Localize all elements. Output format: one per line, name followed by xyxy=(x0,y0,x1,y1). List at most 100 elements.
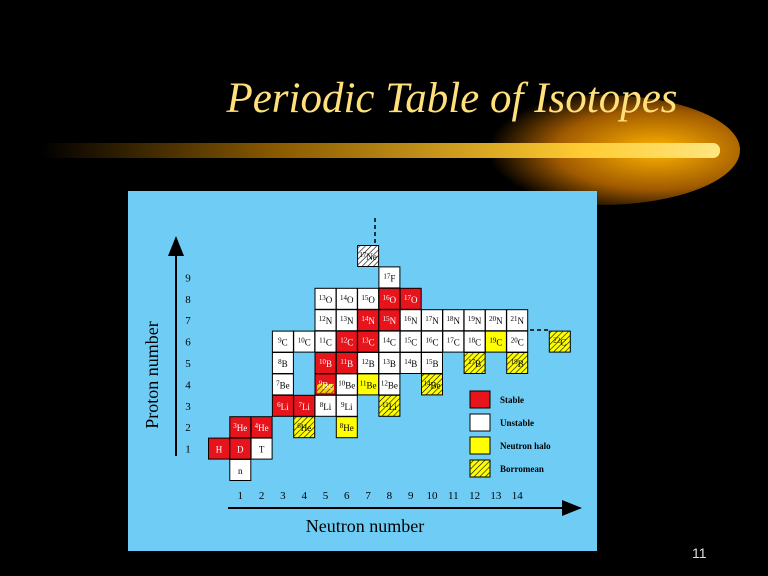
element-symbol: B xyxy=(390,359,396,369)
element-symbol: Li xyxy=(345,402,353,412)
mass-number: 12 xyxy=(381,379,389,387)
element-symbol: O xyxy=(368,295,375,305)
y-tick-label: 6 xyxy=(185,337,191,349)
element-symbol: C xyxy=(390,338,396,348)
element-symbol: O xyxy=(411,295,418,305)
mass-number: 12 xyxy=(340,337,348,345)
isotope-label: 15N xyxy=(383,315,397,326)
isotope-label: H xyxy=(216,445,223,455)
isotope-label: 19B xyxy=(511,358,524,369)
mass-number: 14 xyxy=(361,315,369,323)
element-symbol: C xyxy=(475,338,481,348)
element-symbol: B xyxy=(326,359,332,369)
mass-number: 14 xyxy=(404,358,412,366)
element-symbol: O xyxy=(326,295,333,305)
isotope-label: 14B xyxy=(404,358,417,369)
mass-number: 13 xyxy=(362,337,370,345)
isotope-label: 12C xyxy=(340,337,353,348)
mass-number: 8 xyxy=(320,401,324,409)
x-axis-label: Neutron number xyxy=(306,516,424,536)
element-symbol: C xyxy=(496,338,502,348)
x-tick-label: 13 xyxy=(490,490,502,502)
element-symbol: Li xyxy=(323,402,331,412)
element-symbol: N xyxy=(475,316,482,326)
y-tick-label: 1 xyxy=(185,444,191,456)
element-symbol: B xyxy=(411,359,417,369)
isotope-label: 12B xyxy=(362,358,375,369)
mass-number: 17 xyxy=(404,294,412,302)
mass-number: 6 xyxy=(277,401,281,409)
mass-number: 11 xyxy=(382,401,389,409)
isotope-label: 18N xyxy=(447,315,461,326)
element-symbol: He xyxy=(343,423,354,433)
element-symbol: N xyxy=(496,316,503,326)
element-symbol: N xyxy=(411,316,418,326)
element-symbol: Be xyxy=(345,380,355,390)
element-symbol: C xyxy=(454,338,460,348)
isotope-label: D xyxy=(237,445,244,455)
isotope-label: 3He xyxy=(233,422,247,433)
element-symbol: N xyxy=(326,316,333,326)
isotope-cell xyxy=(548,330,571,353)
mass-number: 18 xyxy=(447,315,455,323)
isotope-label: 14C xyxy=(383,337,396,348)
mass-number: 17 xyxy=(383,272,391,280)
isotope-label: 8B xyxy=(278,358,288,369)
x-tick-label: 4 xyxy=(301,490,307,502)
element-symbol: N xyxy=(368,316,375,326)
y-tick-label: 5 xyxy=(185,358,191,370)
legend-label: Borromean xyxy=(500,464,544,474)
mass-number: 11 xyxy=(319,337,326,345)
legend-label: Unstable xyxy=(500,418,534,428)
element-symbol: C xyxy=(369,338,375,348)
isotope-label: 16N xyxy=(404,315,418,326)
isotope-label: 9C xyxy=(278,337,288,348)
isotope-label: 8Li xyxy=(320,401,332,412)
element-symbol: B xyxy=(369,359,375,369)
isotope-label: 21N xyxy=(510,315,524,326)
mass-number: 8 xyxy=(340,422,344,430)
y-tick-label: 9 xyxy=(185,272,191,284)
mass-number: 9 xyxy=(341,401,345,409)
isotope-cell xyxy=(399,287,422,310)
y-tick-label: 8 xyxy=(185,294,191,306)
element-symbol: B xyxy=(282,359,288,369)
element-symbol: B xyxy=(347,359,353,369)
isotope-cell xyxy=(357,245,380,267)
mass-number: 17 xyxy=(468,358,476,366)
isotope-label: 14Be xyxy=(424,379,441,390)
mass-number: 11 xyxy=(360,379,367,387)
isotope-label: 15C xyxy=(404,337,417,348)
isotope-label: 10C xyxy=(298,337,311,348)
isotope-label: 14O xyxy=(340,294,354,305)
x-tick-label: 1 xyxy=(238,490,244,502)
mass-number: 22 xyxy=(553,337,561,345)
mass-number: 7 xyxy=(276,379,280,387)
mass-number: 17 xyxy=(447,337,455,345)
isotope-label: 17B xyxy=(468,358,481,369)
isotope-label: 19N xyxy=(468,315,482,326)
element-symbol: C xyxy=(411,338,417,348)
x-tick-label: 10 xyxy=(427,490,439,502)
isotope-label: 11Be xyxy=(360,379,377,390)
element-symbol: F xyxy=(390,273,395,283)
mass-number: 16 xyxy=(404,315,412,323)
isotope-label: 22C xyxy=(553,337,566,348)
isotope-label: 13N xyxy=(340,315,354,326)
x-tick-label: 3 xyxy=(280,490,286,502)
element-symbol: Li xyxy=(281,402,289,412)
isotope-label: 15B xyxy=(425,358,438,369)
page-number: 11 xyxy=(692,545,707,561)
mass-number: 19 xyxy=(511,358,519,366)
isotope-label: 7Be xyxy=(276,379,290,390)
mass-number: 7 xyxy=(298,401,302,409)
element-symbol: Li xyxy=(389,402,397,412)
mass-number: 10 xyxy=(319,358,327,366)
isotope-label: T xyxy=(259,445,265,455)
isotope-label: 17Ne xyxy=(359,251,377,262)
isotope-label: 12Be xyxy=(381,379,398,390)
isotope-label: 13C xyxy=(362,337,375,348)
isotope-label: 8He xyxy=(340,422,354,433)
legend: Stable Unstable Neutron halo Borromean xyxy=(469,390,551,478)
